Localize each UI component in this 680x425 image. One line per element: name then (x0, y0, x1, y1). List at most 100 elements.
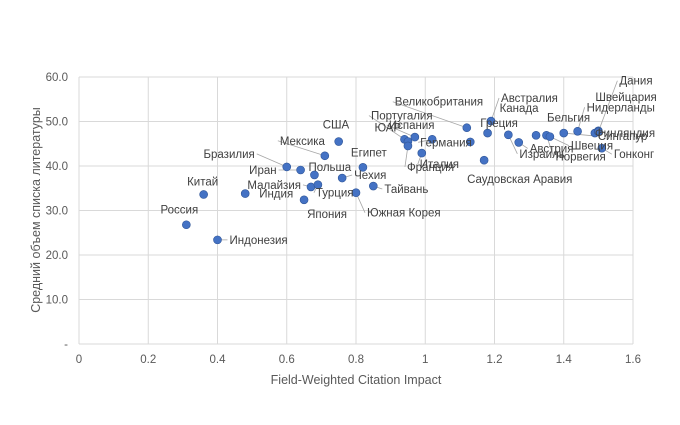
x-tick-label: 0.4 (210, 354, 227, 366)
point-label: Дания (619, 76, 652, 88)
x-tick-label: 1.4 (556, 354, 573, 366)
data-points (182, 116, 607, 245)
data-point (182, 220, 191, 230)
point-label: Турция (316, 188, 354, 200)
data-point (310, 170, 319, 180)
y-axis-title: Средний объем списка литературы (29, 107, 43, 313)
data-point (504, 130, 513, 140)
point-label: Швеция (571, 141, 613, 153)
data-point (559, 128, 569, 138)
y-tick-label: 10.0 (46, 295, 68, 307)
data-point (465, 137, 475, 147)
y-tick-label: 50.0 (46, 117, 68, 129)
y-axis-ticks: - 10.0 20.0 30.0 40.0 50.0 60.0 (46, 72, 69, 351)
data-point (427, 135, 437, 144)
point-label: Великобритания (395, 97, 483, 109)
x-tick-label: 0.8 (348, 354, 364, 366)
point-label: Португалия (371, 111, 433, 123)
gridlines (78, 76, 634, 345)
point-label: Бразилия (203, 149, 254, 161)
label-leader (277, 140, 325, 157)
data-point (358, 163, 368, 172)
point-label: Австралия (501, 93, 558, 105)
point-label: Иран (249, 165, 276, 177)
data-point (573, 126, 582, 136)
data-point (313, 180, 323, 189)
x-tick-label: 1.6 (625, 354, 641, 366)
point-labels: Россия Китай Индонезия Индия Бразилия Иран Япо… (160, 76, 656, 247)
point-label: Китай (187, 176, 218, 188)
point-label: Израиль (519, 149, 564, 161)
point-label: Чехия (354, 170, 386, 182)
point-label: Испания (389, 120, 435, 132)
point-label: Норвегия (555, 151, 605, 163)
data-point (486, 116, 496, 126)
point-label: Польша (308, 162, 351, 174)
data-point (240, 189, 250, 198)
point-label: Бельгия (547, 112, 590, 124)
data-point (334, 137, 343, 146)
point-label: Германия (420, 137, 472, 149)
data-point (213, 235, 222, 245)
data-point (403, 141, 413, 151)
x-tick-label: 0.6 (279, 354, 295, 366)
y-tick-label: 20.0 (46, 250, 68, 262)
point-label: Австрия (530, 143, 574, 155)
data-point (282, 162, 292, 172)
x-tick-label: 1 (422, 354, 428, 366)
point-label: Финляндия (595, 128, 655, 140)
point-label: Нидерланды (587, 102, 655, 114)
data-point (545, 132, 555, 141)
point-label: США (323, 120, 350, 132)
point-label: Греция (480, 118, 518, 130)
label-leader (256, 153, 287, 168)
point-label: ЮАР (374, 122, 401, 134)
point-label: Саудовская Аравия (467, 174, 572, 186)
label-leader-lines (217, 80, 618, 241)
point-label: Тайвань (384, 184, 428, 196)
y-tick-label: 40.0 (46, 161, 68, 173)
label-leader (598, 80, 618, 132)
data-point (462, 123, 472, 133)
point-label: Франция (407, 162, 454, 174)
point-label: Мексика (280, 136, 326, 148)
x-tick-label: 0 (76, 354, 82, 366)
x-axis-title: Field-Weighted Citation Impact (271, 373, 442, 387)
data-point (514, 138, 524, 147)
y-tick-label: 60.0 (46, 72, 68, 84)
data-point (299, 195, 309, 205)
label-leader (392, 101, 467, 129)
data-point (296, 165, 305, 175)
x-tick-label: 0.2 (140, 354, 156, 366)
point-label: Швейцария (595, 92, 656, 104)
data-point (320, 151, 330, 161)
point-label: Индия (259, 189, 293, 201)
point-label: Южная Корея (367, 208, 441, 220)
label-leader (386, 124, 416, 138)
data-point (597, 143, 607, 153)
point-label: Канада (500, 103, 540, 115)
point-label: Гонконг (614, 149, 654, 161)
data-point (531, 130, 541, 140)
point-label: Индонезия (230, 235, 288, 247)
data-point (351, 188, 361, 197)
x-axis-ticks: 0 0.2 0.4 0.6 0.8 1 1.2 1.4 1.6 (76, 354, 641, 366)
point-label: Италия (420, 159, 459, 171)
x-tick-label: 1.2 (487, 354, 503, 366)
point-label: Сингапур (598, 131, 648, 143)
y-tick-label: 30.0 (46, 206, 68, 218)
data-point (337, 173, 347, 183)
point-label: Египет (351, 147, 388, 159)
data-point (479, 155, 489, 165)
y-tick-label: - (64, 339, 68, 351)
data-point (417, 148, 427, 158)
data-point (410, 132, 420, 142)
data-point (594, 127, 603, 137)
data-point (369, 181, 378, 191)
data-point (483, 128, 492, 138)
point-label: Япония (307, 209, 347, 221)
point-label: Малайзия (247, 180, 301, 192)
data-point (199, 190, 208, 199)
point-label: Россия (160, 205, 198, 217)
